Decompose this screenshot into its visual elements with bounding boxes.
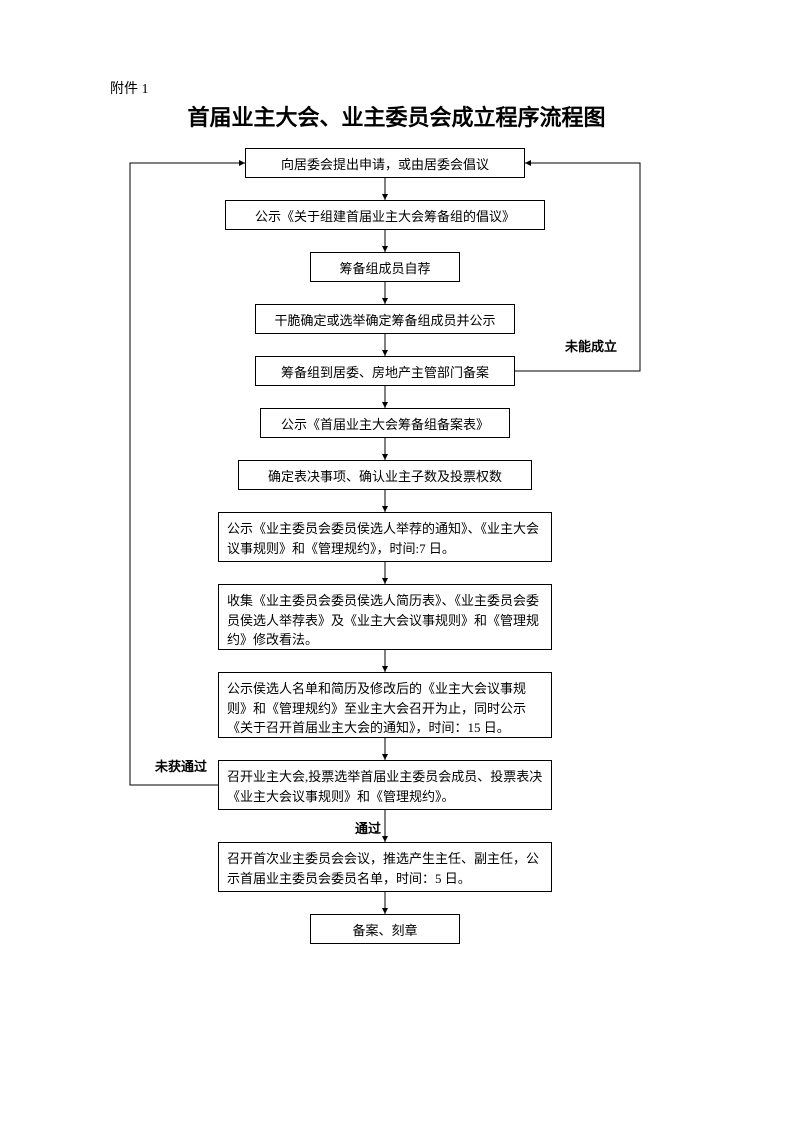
node-collect-forms: 收集《业主委员会委员侯选人简历表》、《业主委员会委员侯选人举荐表》及《业主大会议… <box>218 584 552 650</box>
node-publish-filing: 公示《首届业主大会筹备组备案表》 <box>260 408 510 438</box>
label-passed: 通过 <box>355 818 381 837</box>
node-determine-members: 干脆确定或选举确定筹备组成员并公示 <box>255 304 515 334</box>
label-fail-establish: 未能成立 <box>565 336 617 355</box>
node-first-committee: 召开首次业主委员会会议，推选产生主任、副主任，公示首届业主委员会委员名单，时间：… <box>218 842 552 892</box>
node-filing: 筹备组到居委、房地产主管部门备案 <box>255 356 515 386</box>
label-not-passed: 未获通过 <box>155 756 207 775</box>
node-apply: 向居委会提出申请，或由居委会倡议 <box>245 148 525 178</box>
node-publish-notice: 公示《业主委员会委员侯选人举荐的通知》、《业主大会议事规则》和《管理规约》，时间… <box>218 512 552 562</box>
node-hold-meeting: 召开业主大会,投票选举首届业主委员会成员、投票表决《业主大会议事规则》和《管理规… <box>218 760 552 810</box>
node-publish-proposal: 公示《关于组建首届业主大会筹备组的倡议》 <box>225 200 545 230</box>
node-publish-candidates: 公示侯选人名单和简历及修改后的《业主大会议事规则》和《管理规约》至业主大会召开为… <box>218 672 552 738</box>
node-confirm-voting: 确定表决事项、确认业主子数及投票权数 <box>238 460 532 490</box>
node-record-seal: 备案、刻章 <box>310 914 460 944</box>
page-title: 首届业主大会、业主委员会成立程序流程图 <box>0 100 793 132</box>
page: 附件 1 首届业主大会、业主委员会成立程序流程图 向居委会提出申请，或由居委会倡… <box>0 0 793 1122</box>
attachment-label: 附件 1 <box>110 78 149 98</box>
node-self-nominate: 筹备组成员自荐 <box>310 252 460 282</box>
